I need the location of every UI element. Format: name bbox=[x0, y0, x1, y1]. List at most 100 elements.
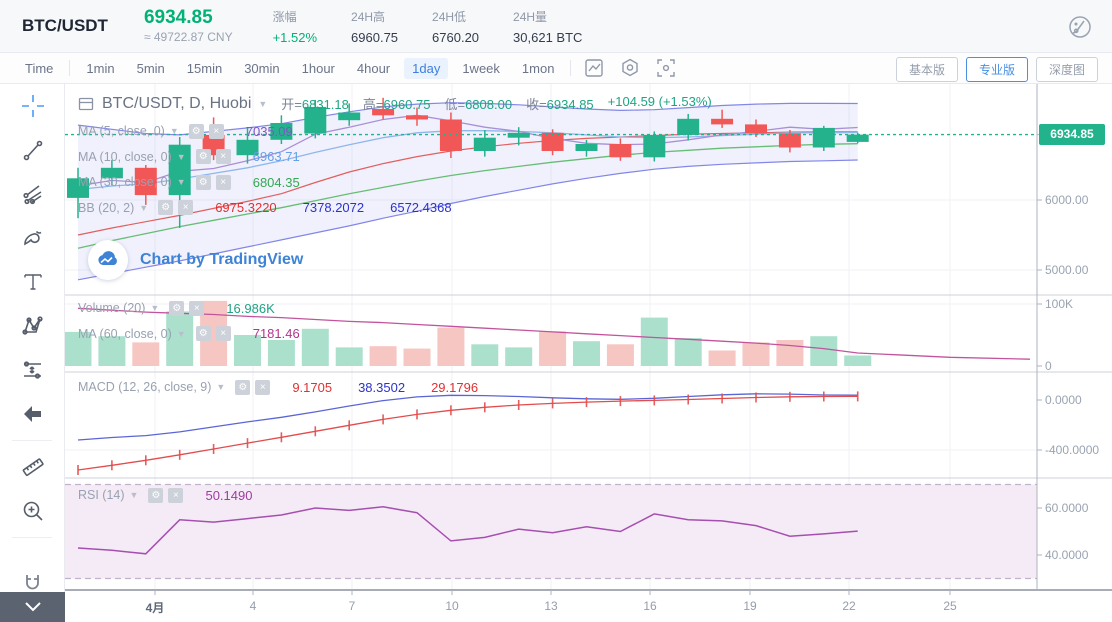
indicator-label: MA (5, close, 0) bbox=[78, 124, 165, 138]
indicator-settings-icon[interactable]: ⚙ bbox=[195, 174, 211, 190]
chevron-down-icon[interactable]: ▼ bbox=[176, 151, 186, 162]
rsi-axis-label: 60.0000 bbox=[1045, 501, 1089, 515]
text-tool[interactable] bbox=[0, 260, 65, 304]
drawing-tools-sidebar bbox=[0, 84, 65, 622]
interval-tab-1day[interactable]: 1day bbox=[404, 57, 449, 79]
toolbar-divider bbox=[570, 60, 572, 76]
indicator-label: Volume (20) bbox=[78, 301, 146, 315]
pair-title: BTC/USDT bbox=[22, 16, 108, 35]
chevron-down-icon[interactable]: ▼ bbox=[129, 490, 139, 500]
indicator-close-icon[interactable]: × bbox=[189, 300, 205, 316]
toolbar-icons bbox=[576, 57, 684, 79]
gann-fib-tool[interactable] bbox=[0, 172, 65, 216]
indicator-settings-icon[interactable]: ⚙ bbox=[148, 487, 164, 503]
indicator-row: MACD (12, 26, close, 9) ▼ ⚙ × 9.1705 38.3502 2… bbox=[78, 378, 478, 396]
indicator-close-icon[interactable]: × bbox=[215, 149, 231, 164]
palette-icon[interactable] bbox=[1066, 13, 1094, 41]
indicator-close-icon[interactable]: × bbox=[215, 326, 231, 341]
indicator-settings-icon[interactable]: ⚙ bbox=[158, 200, 174, 215]
volume-axis-label: 0 bbox=[1045, 359, 1052, 373]
chevron-down-icon: ▼ bbox=[258, 98, 268, 109]
stat-value: 6760.20 bbox=[432, 29, 480, 45]
symbol-legend[interactable]: BTC/USDT, D, Huobi ▼ 开=6831.18 高=6960.75 低… bbox=[78, 94, 712, 113]
indicator-close-icon[interactable]: × bbox=[168, 487, 184, 503]
interval-tab-4hour[interactable]: 4hour bbox=[356, 60, 391, 76]
indicator-value: 50.1490 bbox=[205, 487, 253, 503]
ohlc-item: 高=6960.75 bbox=[362, 97, 431, 112]
stat-label: 涨幅 bbox=[272, 9, 297, 24]
stat-label: 24H量 bbox=[513, 9, 548, 24]
forecast-tool[interactable] bbox=[0, 348, 65, 392]
price-fiat-approx: ≈ 49722.87 CNY bbox=[143, 30, 233, 44]
magnet-tool[interactable] bbox=[0, 592, 65, 622]
chevron-down-icon[interactable]: ▼ bbox=[169, 126, 179, 136]
indicator-row: MA (5, close, 0) ▼ ⚙ × 7035.09 bbox=[78, 122, 452, 140]
zoom-in-tool[interactable] bbox=[0, 489, 65, 533]
interval-tab-1min[interactable]: 1min bbox=[86, 60, 115, 76]
interval-tab-1mon[interactable]: 1mon bbox=[521, 60, 555, 76]
indicator-row: MA (60, close, 0) ▼ ⚙ × 7181.46 bbox=[78, 325, 300, 343]
market-stats: 涨幅 +1.52% 24H高 6960.75 24H低 6760.20 24H量 30,621… bbox=[273, 8, 617, 45]
price-axis-label: 5000.00 bbox=[1045, 263, 1089, 277]
indicator-row: MA (10, close, 0) ▼ ⚙ × 6963.71 bbox=[78, 148, 452, 166]
indicator-value: 6572.4368 bbox=[390, 200, 452, 215]
indicator-label: RSI (14) bbox=[78, 488, 125, 502]
indicator-close-icon[interactable]: × bbox=[178, 200, 194, 215]
indicator-settings-icon[interactable]: ⚙ bbox=[195, 149, 211, 164]
kline-style-icon[interactable] bbox=[583, 57, 605, 79]
indicator-value: 6975.3220 bbox=[215, 200, 277, 215]
indicator-value: 38.3502 bbox=[358, 379, 406, 395]
indicator-value: 29.1796 bbox=[431, 379, 479, 395]
indicator-close-icon[interactable]: × bbox=[208, 123, 224, 139]
measure-tool[interactable] bbox=[0, 445, 65, 489]
stat-label: 24H高 bbox=[351, 9, 386, 24]
interval-tab-5min[interactable]: 5min bbox=[136, 60, 165, 76]
toolbar-divider bbox=[69, 60, 71, 76]
indicator-settings-icon[interactable]: ⚙ bbox=[188, 123, 204, 139]
crosshair-tool[interactable] bbox=[0, 84, 65, 128]
time-axis-label: 10 bbox=[445, 599, 459, 613]
tradingview-cloud-icon bbox=[88, 240, 128, 280]
time-axis-label: 7 bbox=[348, 599, 356, 613]
interval-tab-1hour[interactable]: 1hour bbox=[301, 60, 335, 76]
pattern-tool[interactable] bbox=[0, 304, 65, 348]
indicator-close-icon[interactable]: × bbox=[255, 379, 271, 395]
chevron-down-icon[interactable]: ▼ bbox=[176, 328, 186, 339]
price-block: 6934.85 ≈ 49722.87 CNY bbox=[143, 7, 233, 45]
macd-indicator-legend: MACD (12, 26, close, 9) ▼ ⚙ × 9.1705 38.3502 2… bbox=[78, 378, 478, 404]
trendline-tool[interactable] bbox=[0, 128, 65, 172]
indicator-label: MA (30, close, 0) bbox=[78, 175, 172, 189]
view-button-深度图[interactable]: 深度图 bbox=[1035, 57, 1098, 82]
time-axis-label: 4 bbox=[249, 599, 257, 613]
interval-tab-30min[interactable]: 30min bbox=[244, 60, 280, 76]
indicator-close-icon[interactable]: × bbox=[215, 174, 231, 190]
interval-tab-Time[interactable]: Time bbox=[25, 60, 54, 76]
stat-value: 30,621 BTC bbox=[513, 29, 583, 45]
time-axis[interactable]: 4月 4 7 10 13 16 19 22 25 bbox=[65, 591, 1037, 622]
rsi-indicator-legend: RSI (14) ▼ ⚙ × 50.1490 bbox=[78, 486, 252, 512]
indicator-icon[interactable] bbox=[619, 57, 641, 79]
brush-tool[interactable] bbox=[0, 216, 65, 260]
interval-tab-15min[interactable]: 15min bbox=[186, 60, 223, 76]
indicator-settings-icon[interactable]: ⚙ bbox=[195, 326, 211, 341]
chevron-down-icon[interactable]: ▼ bbox=[176, 177, 186, 187]
stat-label: 24H低 bbox=[432, 9, 467, 24]
interval-tab-1week[interactable]: 1week bbox=[462, 60, 500, 76]
time-axis-label: 4月 bbox=[145, 601, 165, 615]
last-price: 6934.85 bbox=[143, 7, 213, 28]
chevron-down-icon[interactable]: ▼ bbox=[150, 303, 160, 313]
indicator-settings-icon[interactable]: ⚙ bbox=[169, 300, 185, 316]
screenshot-icon[interactable] bbox=[655, 57, 677, 79]
indicator-settings-icon[interactable]: ⚙ bbox=[235, 379, 251, 395]
view-button-基本版[interactable]: 基本版 bbox=[895, 57, 958, 82]
market-stat-2: 24H低 6760.20 bbox=[432, 8, 479, 45]
sidebar-divider bbox=[12, 537, 52, 538]
back-arrow-tool[interactable] bbox=[0, 392, 65, 436]
right-axis[interactable]: 6934.85 6000.00 5000.00 100K 0 0.0000 -400.000… bbox=[1037, 84, 1112, 590]
chevron-down-icon[interactable]: ▼ bbox=[216, 382, 226, 392]
stat-value: 6960.75 bbox=[351, 29, 399, 45]
view-button-专业版[interactable]: 专业版 bbox=[965, 57, 1028, 82]
chevron-down-icon[interactable]: ▼ bbox=[139, 202, 149, 213]
